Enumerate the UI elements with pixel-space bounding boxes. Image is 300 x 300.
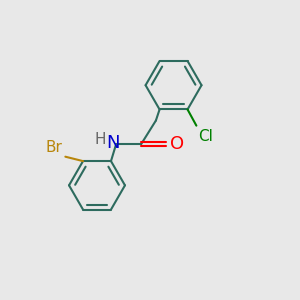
Text: N: N [106, 134, 120, 152]
Text: Br: Br [46, 140, 62, 155]
Text: H: H [94, 132, 106, 147]
Text: Cl: Cl [198, 129, 213, 144]
Text: O: O [170, 135, 184, 153]
